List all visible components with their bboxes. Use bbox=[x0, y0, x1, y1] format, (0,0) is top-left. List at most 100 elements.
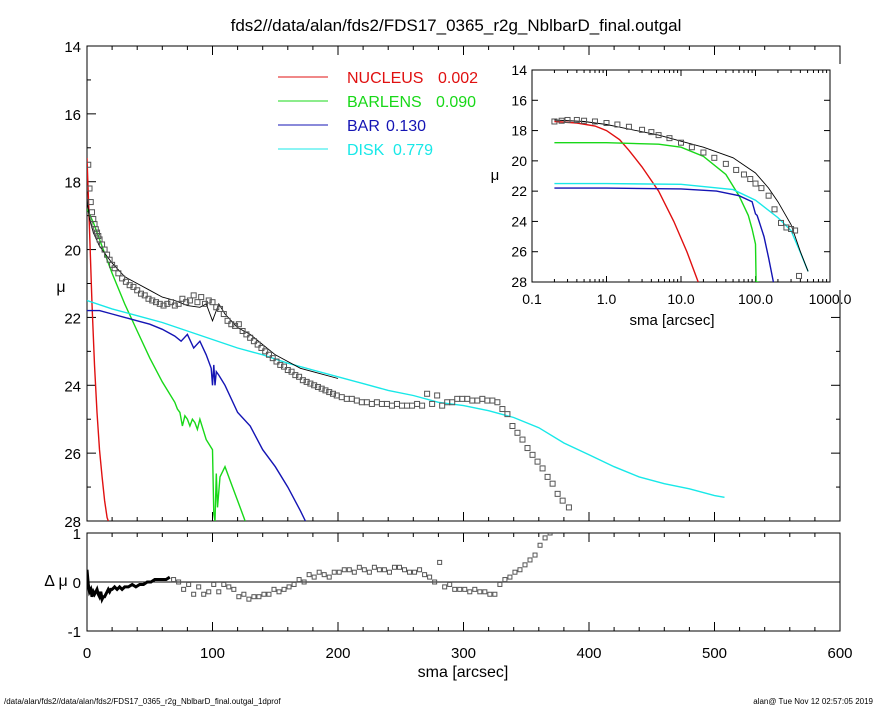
data-point bbox=[527, 557, 533, 563]
data-point bbox=[353, 397, 360, 404]
data-point bbox=[276, 589, 282, 595]
series-barlens-line bbox=[87, 208, 246, 521]
data-point bbox=[542, 535, 548, 541]
inset-y-axis-label: μ bbox=[491, 167, 500, 184]
data-point bbox=[524, 445, 531, 452]
data-point bbox=[92, 226, 99, 233]
series-group bbox=[551, 116, 803, 279]
data-point bbox=[512, 569, 518, 575]
data-point bbox=[254, 341, 261, 348]
data-point bbox=[220, 311, 227, 318]
data-point bbox=[414, 400, 421, 407]
data-point bbox=[111, 265, 118, 272]
data-point bbox=[258, 344, 265, 351]
inset-y-tick-label: 14 bbox=[511, 62, 527, 78]
data-point bbox=[269, 355, 276, 362]
data-point bbox=[211, 581, 217, 587]
data-point bbox=[303, 378, 310, 385]
data-point bbox=[196, 584, 202, 590]
data-point bbox=[788, 226, 795, 232]
data-point bbox=[432, 579, 438, 585]
x-tick-label: 100 bbox=[200, 645, 225, 662]
data-point bbox=[386, 569, 392, 575]
data-point bbox=[311, 574, 317, 580]
data-point bbox=[87, 199, 94, 206]
data-point bbox=[361, 567, 367, 573]
data-point bbox=[288, 368, 295, 375]
data-point bbox=[221, 581, 227, 587]
data-point bbox=[326, 389, 333, 396]
data-point bbox=[153, 299, 160, 306]
data-point bbox=[89, 209, 96, 216]
data-point bbox=[228, 321, 235, 328]
data-point bbox=[388, 402, 395, 409]
data-point bbox=[547, 533, 553, 536]
data-point bbox=[740, 171, 747, 178]
y-tick-label: 1 bbox=[73, 526, 81, 543]
legend-value: 0.779 bbox=[393, 142, 433, 159]
data-point bbox=[94, 229, 101, 236]
data-point bbox=[363, 399, 370, 406]
data-point bbox=[792, 227, 799, 234]
data-point bbox=[537, 542, 543, 548]
data-point bbox=[464, 395, 471, 402]
y-tick-label: 0 bbox=[73, 575, 81, 592]
data-point bbox=[194, 299, 201, 306]
data-point bbox=[765, 192, 772, 199]
residual-y-axis-label: Δ μ bbox=[44, 573, 67, 590]
data-point bbox=[171, 577, 177, 583]
data-point bbox=[399, 402, 406, 409]
data-point bbox=[666, 135, 673, 142]
legend-label: BAR bbox=[347, 118, 380, 135]
data-point bbox=[752, 180, 759, 187]
y-tick-label: 20 bbox=[64, 243, 81, 260]
data-point bbox=[87, 185, 93, 192]
legend-label: BARLENS bbox=[347, 94, 422, 111]
series-bar-line bbox=[87, 309, 307, 521]
data-point bbox=[581, 117, 588, 124]
series-group bbox=[87, 157, 109, 521]
footer-file-path: /data/alan/fds2//data/alan/fds2/FDS17_03… bbox=[4, 697, 281, 706]
legend-value: 0.090 bbox=[436, 94, 476, 111]
data-point bbox=[134, 287, 141, 294]
data-point bbox=[149, 297, 156, 304]
inset-x-tick-label: 100.0 bbox=[738, 291, 773, 307]
inset-y-tick-label: 18 bbox=[511, 123, 527, 139]
data-point bbox=[368, 400, 375, 407]
data-point bbox=[336, 569, 342, 575]
data-point bbox=[301, 579, 307, 585]
data-point bbox=[378, 400, 385, 407]
data-point bbox=[417, 567, 423, 573]
data-point bbox=[198, 294, 205, 301]
data-point bbox=[648, 129, 655, 136]
data-point bbox=[251, 594, 257, 600]
data-point bbox=[474, 397, 481, 404]
data-point bbox=[329, 390, 336, 397]
data-point bbox=[307, 380, 314, 387]
data-point bbox=[565, 504, 572, 511]
series-group bbox=[554, 141, 759, 282]
data-point bbox=[447, 581, 453, 587]
data-point bbox=[201, 591, 207, 597]
data-point bbox=[467, 589, 473, 595]
data-point bbox=[176, 579, 182, 585]
data-point bbox=[678, 139, 684, 146]
data-point bbox=[250, 338, 257, 345]
inset-y-tick-label: 20 bbox=[511, 153, 527, 169]
data-point bbox=[243, 331, 250, 338]
data-point bbox=[236, 594, 242, 600]
data-point bbox=[796, 272, 803, 279]
y-tick-label: 16 bbox=[64, 107, 81, 124]
data-point bbox=[366, 569, 372, 575]
data-point bbox=[321, 572, 327, 578]
series-bar-line bbox=[554, 187, 775, 282]
inset-log-panel: 14 16 18 20 22 24 26 280.1 1.0 10.0 100.0 1000.0 μ sm… bbox=[491, 62, 852, 329]
inset-backdrop bbox=[520, 64, 842, 290]
data-point bbox=[190, 292, 197, 299]
y-tick-label: 18 bbox=[64, 175, 81, 192]
data-point bbox=[318, 385, 325, 392]
data-point bbox=[778, 219, 785, 226]
data-point bbox=[564, 116, 571, 123]
data-point bbox=[449, 399, 456, 406]
